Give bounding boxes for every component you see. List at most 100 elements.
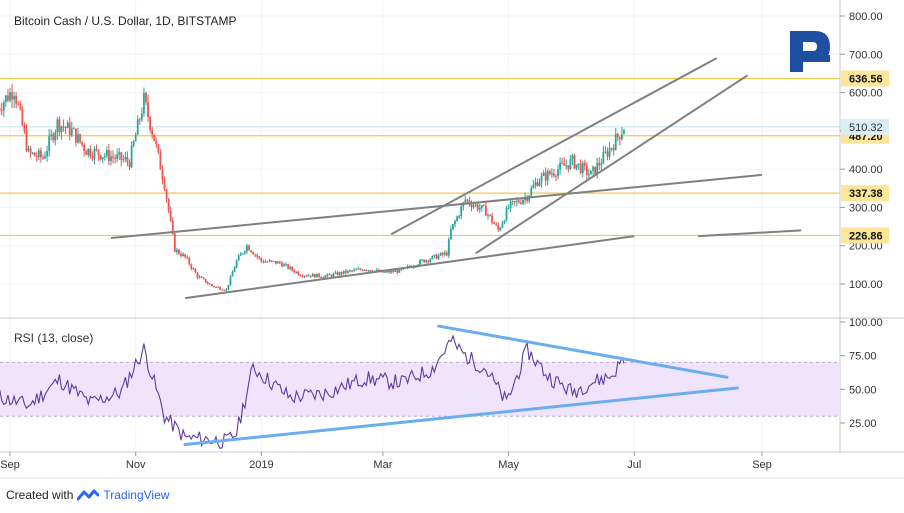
candle-body — [476, 204, 479, 210]
candle-body — [118, 152, 121, 155]
candle-body — [309, 275, 312, 277]
candle-body — [274, 261, 277, 264]
broker-logo — [788, 29, 830, 73]
candle-body — [616, 133, 619, 138]
candle-body — [204, 279, 207, 283]
candle-body — [365, 269, 368, 271]
candle-body — [89, 148, 92, 157]
candle-body — [33, 152, 36, 157]
price-level-box — [841, 185, 889, 202]
candle-body — [77, 134, 79, 143]
candle-body — [487, 214, 489, 216]
time-tick-label: Sep — [0, 459, 20, 471]
candle-body — [427, 260, 430, 262]
candle-body — [287, 264, 290, 269]
candle-body — [602, 152, 605, 164]
rsi-axis[interactable]: 100.00 75.00 50.00 25.00 — [840, 317, 883, 430]
candle-body — [70, 128, 73, 136]
candle-body — [565, 165, 568, 167]
candle-body — [66, 122, 69, 129]
candle-body — [213, 286, 215, 288]
candle-body — [320, 276, 323, 278]
candle-body — [227, 285, 230, 290]
time-tick-label: Nov — [126, 459, 146, 471]
rsi-tick-label: 25.00 — [849, 418, 877, 430]
candle-body — [4, 95, 7, 103]
candle-body — [188, 258, 191, 265]
candle-body — [542, 172, 545, 176]
candle-body — [194, 268, 197, 273]
rsi-trendlines[interactable] — [183, 324, 739, 447]
price-tick-label: 800.00 — [849, 11, 883, 23]
candle-body — [27, 148, 30, 151]
rsi-trendline[interactable] — [183, 386, 739, 447]
candle-body — [163, 179, 166, 190]
candle-body — [46, 151, 48, 157]
candle-body — [567, 165, 570, 170]
candle-body — [175, 249, 178, 252]
candle-body — [81, 141, 84, 145]
candle-body — [91, 156, 94, 159]
candle-body — [196, 272, 199, 278]
candle-body — [338, 272, 341, 276]
candle-body — [285, 264, 287, 266]
candle-body — [423, 259, 426, 263]
price-trendline[interactable] — [184, 235, 635, 300]
candle-body — [346, 270, 349, 273]
candle-body — [577, 163, 580, 165]
candle-body — [326, 274, 329, 277]
price-tick-label: 200.00 — [849, 241, 883, 253]
candle-body — [495, 224, 498, 226]
candle-body — [553, 173, 555, 176]
price-trendline[interactable] — [390, 57, 718, 236]
price-trendlines[interactable] — [110, 57, 802, 300]
price-tick-label: 100.00 — [849, 279, 883, 291]
candle-body — [223, 289, 226, 291]
candle-body — [485, 205, 487, 216]
candle-body — [281, 262, 283, 267]
candle-body — [52, 134, 55, 141]
candle-body — [60, 126, 63, 133]
candle-body — [266, 261, 269, 263]
candle-body — [17, 103, 20, 105]
candle-body — [592, 166, 594, 171]
candle-body — [149, 116, 151, 130]
candle-body — [206, 282, 209, 284]
rsi-tick-label: 100.00 — [849, 317, 883, 329]
candle-body — [85, 151, 88, 156]
time-axis[interactable]: Sep Nov 2019 Mar May Jul Sep — [0, 452, 772, 471]
price-trendline[interactable] — [698, 229, 802, 238]
candle-body — [598, 162, 601, 166]
candle-body — [452, 224, 454, 230]
candle-body — [50, 134, 53, 137]
candle-body — [37, 150, 40, 158]
candle-body — [221, 289, 224, 291]
candle-body — [101, 157, 104, 160]
candle-body — [421, 259, 423, 261]
candle-body — [72, 128, 75, 130]
price-trendline[interactable] — [475, 74, 749, 255]
time-tick-label: 2019 — [249, 459, 273, 471]
candle-body — [458, 216, 461, 218]
price-tick-label: 600.00 — [849, 88, 883, 100]
last-price-box — [841, 118, 889, 135]
time-tick-label: Sep — [752, 459, 772, 471]
candle-body — [515, 200, 518, 202]
candle-body — [618, 137, 621, 140]
rsi-tick-label: 50.00 — [849, 384, 877, 396]
time-tick-label: Mar — [373, 459, 392, 471]
candle-body — [425, 260, 428, 263]
candle-body — [64, 127, 67, 129]
candle-body — [145, 92, 147, 103]
candle-body — [538, 182, 541, 186]
tradingview-link[interactable]: TradingView — [103, 488, 170, 502]
rsi-trendline[interactable] — [437, 324, 729, 379]
candle-body — [120, 152, 123, 161]
candle-body — [258, 256, 261, 258]
candle-body — [40, 150, 42, 158]
candle-body — [581, 163, 584, 174]
candle-body — [342, 270, 345, 274]
candle-body — [324, 276, 327, 278]
price-trendline[interactable] — [110, 173, 763, 240]
